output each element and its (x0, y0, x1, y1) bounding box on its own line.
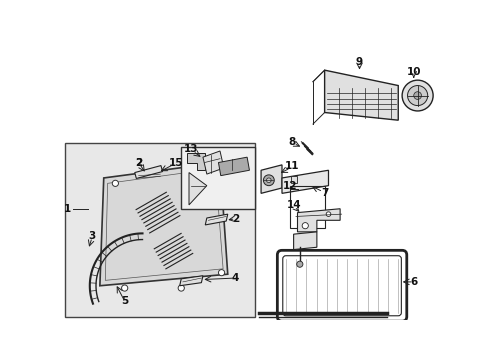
Text: 4: 4 (231, 273, 239, 283)
Text: 5: 5 (121, 296, 128, 306)
Circle shape (112, 180, 118, 186)
Text: 13: 13 (183, 144, 198, 154)
Polygon shape (218, 157, 249, 176)
Circle shape (218, 270, 224, 276)
Bar (65, 143, 254, 316)
Polygon shape (282, 170, 328, 193)
Polygon shape (179, 276, 203, 286)
Circle shape (263, 175, 274, 186)
Text: 2: 2 (135, 158, 142, 167)
Circle shape (302, 222, 308, 229)
Polygon shape (100, 163, 227, 286)
Circle shape (401, 80, 432, 111)
Polygon shape (203, 151, 224, 174)
Polygon shape (189, 172, 206, 205)
Text: 2: 2 (135, 158, 142, 167)
Polygon shape (324, 70, 397, 120)
Circle shape (413, 92, 421, 99)
Bar (289, 186, 324, 228)
Bar (290, 176, 296, 183)
Text: 3: 3 (88, 231, 96, 241)
Text: 12: 12 (282, 181, 296, 191)
Polygon shape (205, 214, 227, 225)
Text: 10: 10 (406, 67, 420, 77)
Text: 8: 8 (288, 137, 295, 147)
Circle shape (178, 285, 184, 291)
Text: 2: 2 (231, 214, 239, 224)
Circle shape (407, 86, 427, 105)
Bar (135, 166, 162, 179)
Circle shape (296, 261, 302, 267)
Text: 1: 1 (63, 204, 71, 214)
Bar (181, 147, 254, 209)
Text: 11: 11 (284, 161, 299, 171)
Polygon shape (293, 232, 316, 249)
Circle shape (122, 285, 127, 291)
Circle shape (325, 212, 330, 216)
Circle shape (266, 178, 270, 183)
Text: 6: 6 (409, 277, 417, 287)
Text: 14: 14 (286, 200, 300, 210)
Polygon shape (187, 153, 204, 170)
Text: 15: 15 (168, 158, 183, 167)
Polygon shape (297, 209, 340, 232)
Polygon shape (261, 165, 282, 193)
Circle shape (209, 202, 216, 208)
Text: 7: 7 (320, 188, 327, 198)
Text: 9: 9 (355, 58, 362, 67)
